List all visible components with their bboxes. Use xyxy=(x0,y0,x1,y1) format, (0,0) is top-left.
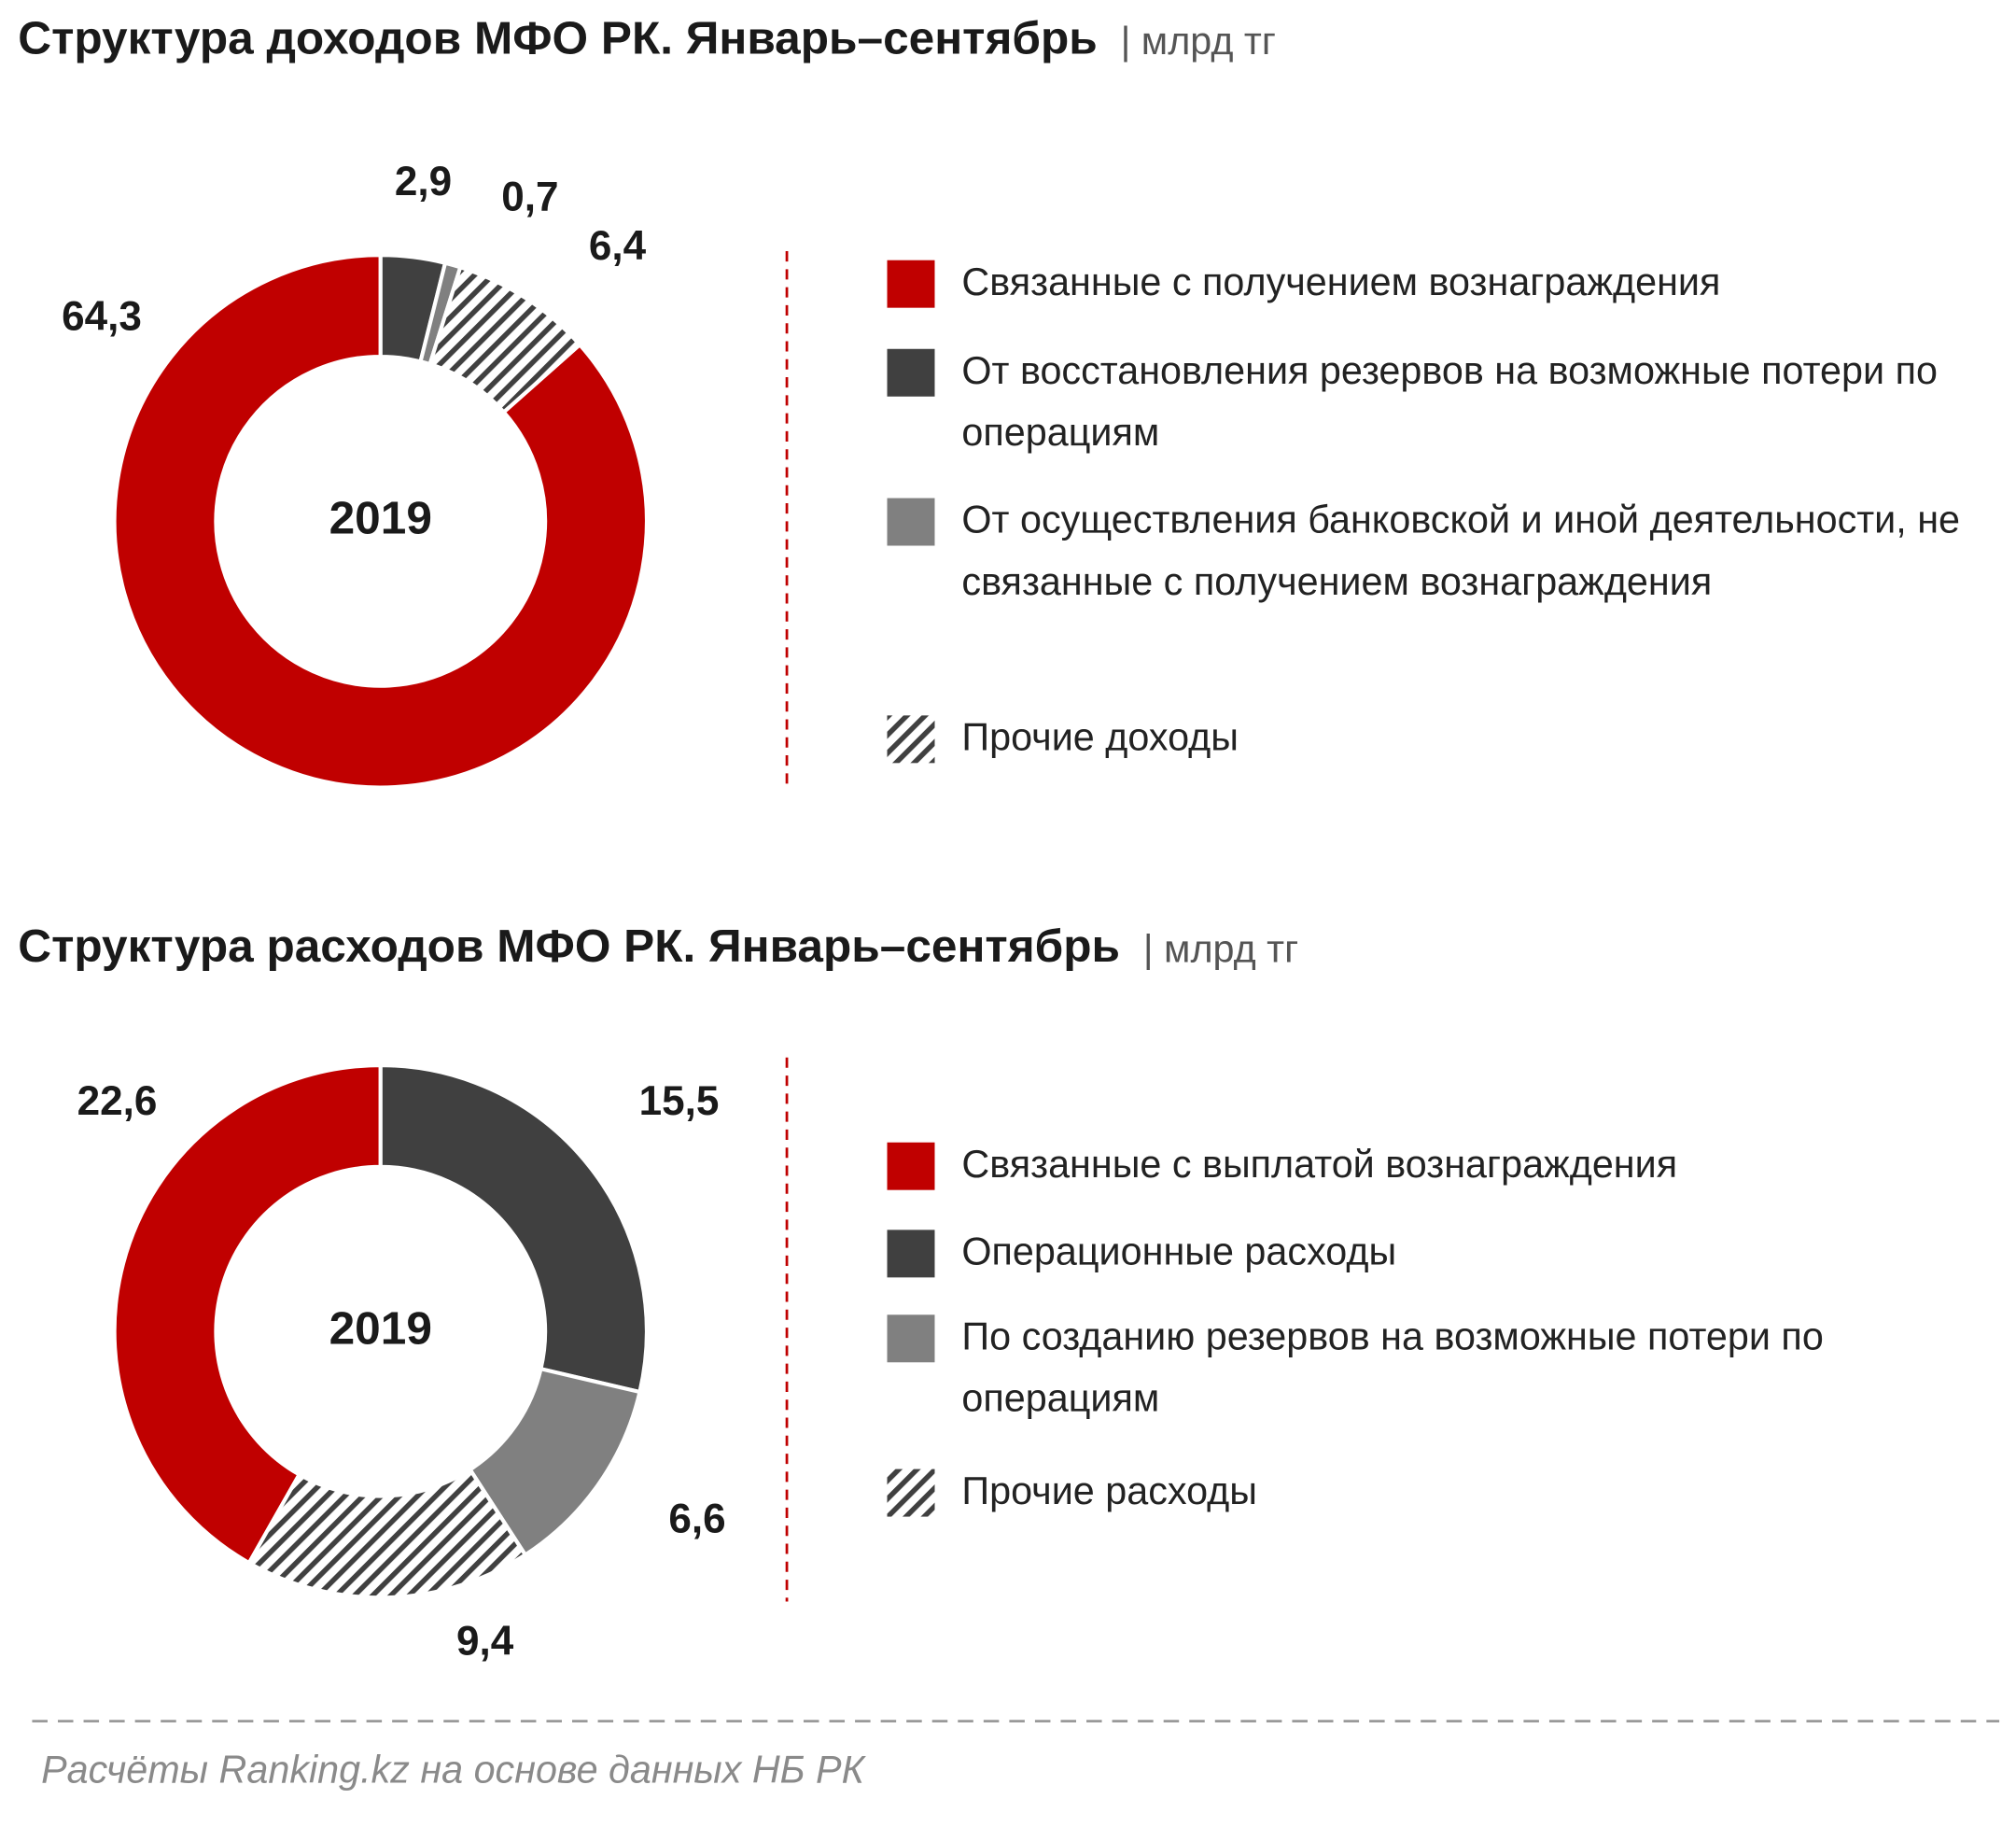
donut-slice xyxy=(427,264,583,415)
legend-item: Связанные с выплатой вознаграждения xyxy=(961,1144,1678,1187)
legend-label: Прочие расходы xyxy=(961,1469,1257,1513)
legend-label: Прочие доходы xyxy=(961,716,1239,760)
donut-slice xyxy=(112,1062,383,1566)
legend-item: От осуществления банковской и иной деяте… xyxy=(961,499,1961,604)
donut-slice xyxy=(378,1062,649,1395)
chart-unit: | млрд тг xyxy=(1143,928,1298,971)
chart-title: Структура доходов МФО РК. Январь–сентябр… xyxy=(18,12,1097,64)
legend-label: По созданию резервов на возможные потери… xyxy=(961,1315,1824,1421)
chart-title: Структура расходов МФО РК. Январь–сентяб… xyxy=(18,920,1120,972)
legend-label: Операционные расходы xyxy=(961,1230,1397,1274)
center-label: 2019 xyxy=(329,1301,432,1354)
legend-item: Прочие доходы xyxy=(961,716,1239,760)
legend-item: По созданию резервов на возможные потери… xyxy=(961,1315,1824,1421)
legend-swatch xyxy=(887,1230,935,1278)
donut-slice xyxy=(246,1467,528,1600)
legend-item: Прочие расходы xyxy=(961,1469,1257,1513)
legend-swatch xyxy=(887,715,935,764)
legend-swatch xyxy=(887,260,935,308)
legend-label: От восстановления резервов на возможные … xyxy=(961,350,1938,455)
data-label: 9,4 xyxy=(456,1619,514,1665)
source: Расчёты Ranking.kz на основе данных НБ Р… xyxy=(41,1749,867,1792)
center-label: 2019 xyxy=(329,491,432,543)
chart-unit: | млрд тг xyxy=(1121,20,1276,63)
legend-item: Операционные расходы xyxy=(961,1230,1397,1274)
legend-item: От восстановления резервов на возможные … xyxy=(961,350,1938,455)
data-label: 6,4 xyxy=(589,223,647,269)
data-label: 22,6 xyxy=(77,1078,158,1124)
data-label: 2,9 xyxy=(395,159,452,204)
data-label: 64,3 xyxy=(62,294,142,340)
legend-label: Связанные с выплатой вознаграждения xyxy=(961,1144,1678,1187)
data-label: 6,6 xyxy=(668,1497,725,1542)
legend-label: Связанные с получением вознаграждения xyxy=(961,261,1721,304)
legend-swatch xyxy=(887,1314,935,1363)
legend-swatch xyxy=(887,498,935,546)
donut-slice xyxy=(112,253,649,790)
data-label: 15,5 xyxy=(639,1078,720,1124)
legend-swatch xyxy=(887,1469,935,1517)
legend-swatch xyxy=(887,1142,935,1190)
data-label: 0,7 xyxy=(501,175,558,220)
legend-item: Связанные с получением вознаграждения xyxy=(961,261,1721,304)
legend-label: От осуществления банковской и иной деяте… xyxy=(961,499,1961,604)
legend-swatch xyxy=(887,348,935,397)
